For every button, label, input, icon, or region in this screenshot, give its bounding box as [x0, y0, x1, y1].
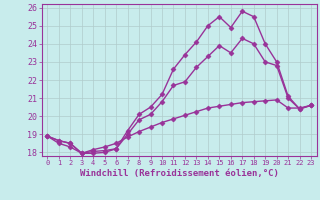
X-axis label: Windchill (Refroidissement éolien,°C): Windchill (Refroidissement éolien,°C) [80, 169, 279, 178]
